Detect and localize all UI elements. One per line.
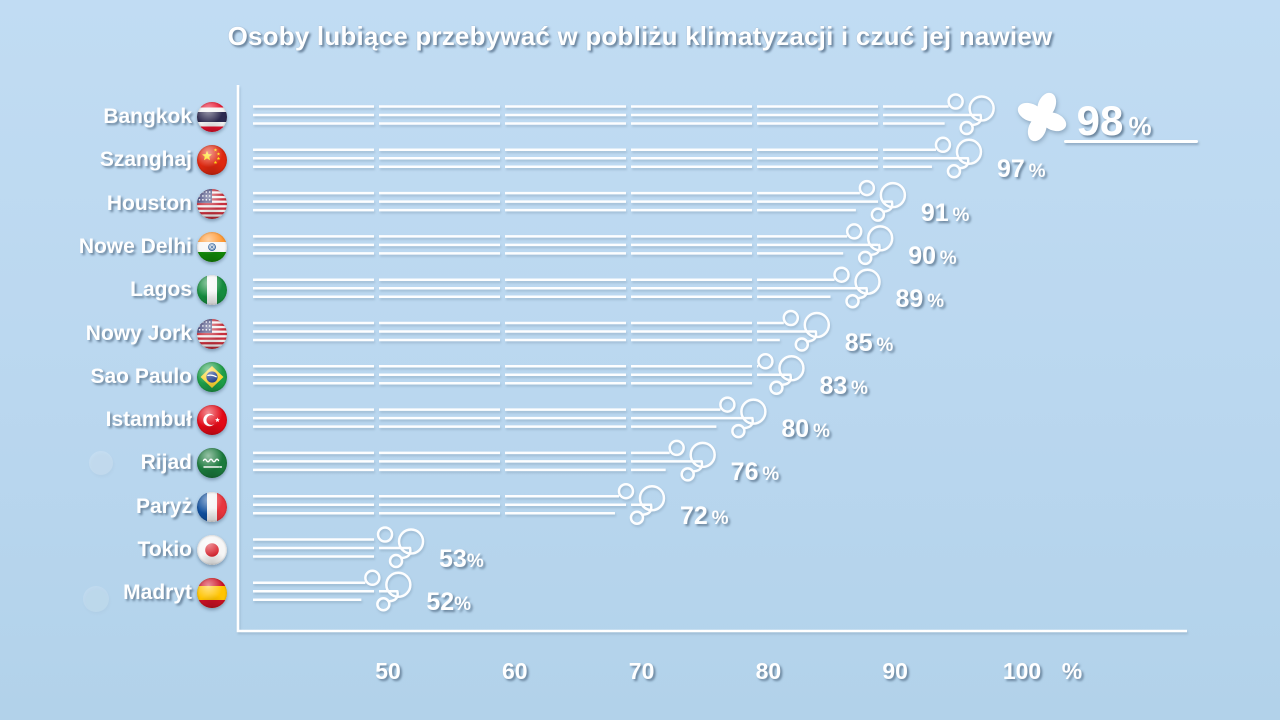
city-label: Bangkok [103, 105, 192, 128]
wind-bar [253, 309, 831, 352]
wind-bar [253, 93, 995, 136]
value-number: 80 [781, 415, 810, 444]
value-number: 52 [426, 588, 455, 617]
chart-title: Osoby lubiące przebywać w pobliżu klimat… [227, 21, 1053, 51]
city-label: Tokio [137, 538, 192, 561]
value-number: 98 [1076, 97, 1124, 144]
flag-brazil-icon [197, 361, 227, 392]
city-label: Szanghaj [99, 148, 192, 172]
value-percent-sign: % [936, 247, 957, 269]
city-label: Houston [106, 191, 192, 215]
value-percent-sign: % [948, 204, 970, 226]
value-label: 90 % [908, 242, 957, 273]
value-number: 90 [908, 241, 936, 270]
value-label: 91 % [921, 199, 970, 230]
flag-nigeria-icon [197, 275, 227, 306]
city-label: Sao Paulo [90, 364, 192, 388]
flag-thailand-icon [197, 102, 227, 132]
x-tick-label: 80 [755, 658, 782, 684]
value-label: 80 % [781, 415, 830, 446]
flag-usa-icon [197, 188, 227, 219]
x-tick-label: 70 [628, 658, 655, 684]
value-number: 91 [920, 198, 949, 227]
wind-bar [253, 482, 666, 525]
wind-bar [253, 266, 881, 309]
flag-turkey-icon [197, 405, 227, 436]
value-label: 72 % [680, 502, 729, 533]
value-number: 72 [679, 501, 708, 530]
value-percent-sign: % [758, 464, 780, 486]
value-percent-sign: % [923, 291, 945, 313]
flag-usa-icon [197, 318, 227, 349]
city-label: Istambuł [105, 408, 192, 432]
flag-china-icon [197, 145, 227, 176]
flag-japan-icon [197, 535, 227, 565]
value-number: 85 [844, 328, 873, 357]
wind-bar [253, 569, 412, 612]
flag-india-icon [197, 231, 227, 262]
city-label: Nowe Delhi [78, 234, 192, 258]
value-percent-sign: % [466, 551, 484, 572]
axis [236, 85, 1187, 633]
wind-bar [253, 526, 425, 569]
value-number: 76 [730, 458, 759, 487]
city-label: Paryż [135, 494, 192, 518]
value-label: 85 % [845, 329, 894, 360]
flag-saudi-arabia-icon [197, 448, 227, 479]
x-tick-label: 60 [502, 658, 528, 684]
flag-france-icon [197, 491, 227, 522]
value-number: 83 [819, 371, 848, 400]
value-label: 97 % [997, 155, 1046, 186]
fan-icon [1013, 88, 1071, 151]
highlight-underline [1063, 140, 1198, 143]
value-percent-sign: % [707, 507, 729, 529]
value-percent-sign: % [847, 377, 868, 399]
value-number: 53 [439, 545, 467, 573]
x-axis-unit-label: % [1061, 658, 1083, 684]
wind-bar [253, 136, 983, 179]
value-label: 52% [426, 588, 471, 619]
value-label: 98 % [1077, 99, 1152, 148]
decor-circles [83, 451, 113, 612]
x-tick-label: 90 [882, 658, 908, 684]
wind-bar [253, 396, 767, 439]
x-tick-label: 100 [1002, 658, 1042, 684]
value-percent-sign: % [1123, 111, 1152, 141]
value-number: 97 [996, 155, 1025, 184]
city-label: Lagos [130, 278, 192, 302]
wind-bar [253, 439, 716, 482]
wind-bar [253, 223, 894, 266]
value-percent-sign: % [1024, 161, 1046, 183]
flag-spain-icon [197, 578, 227, 609]
value-label: 76 % [731, 458, 780, 489]
value-label: 53% [439, 545, 484, 576]
value-percent-sign: % [809, 421, 830, 443]
wind-bar [253, 179, 907, 222]
city-label: Nowy Jork [85, 321, 192, 345]
city-label: Madryt [123, 581, 192, 605]
city-label: Rijad [140, 451, 192, 475]
value-label: 89 % [896, 285, 945, 316]
value-number: 89 [895, 285, 924, 314]
wind-bar [253, 353, 805, 396]
value-label: 83 % [819, 372, 868, 403]
x-tick-label: 50 [375, 658, 401, 684]
value-percent-sign: % [872, 334, 894, 356]
value-percent-sign: % [454, 594, 472, 616]
